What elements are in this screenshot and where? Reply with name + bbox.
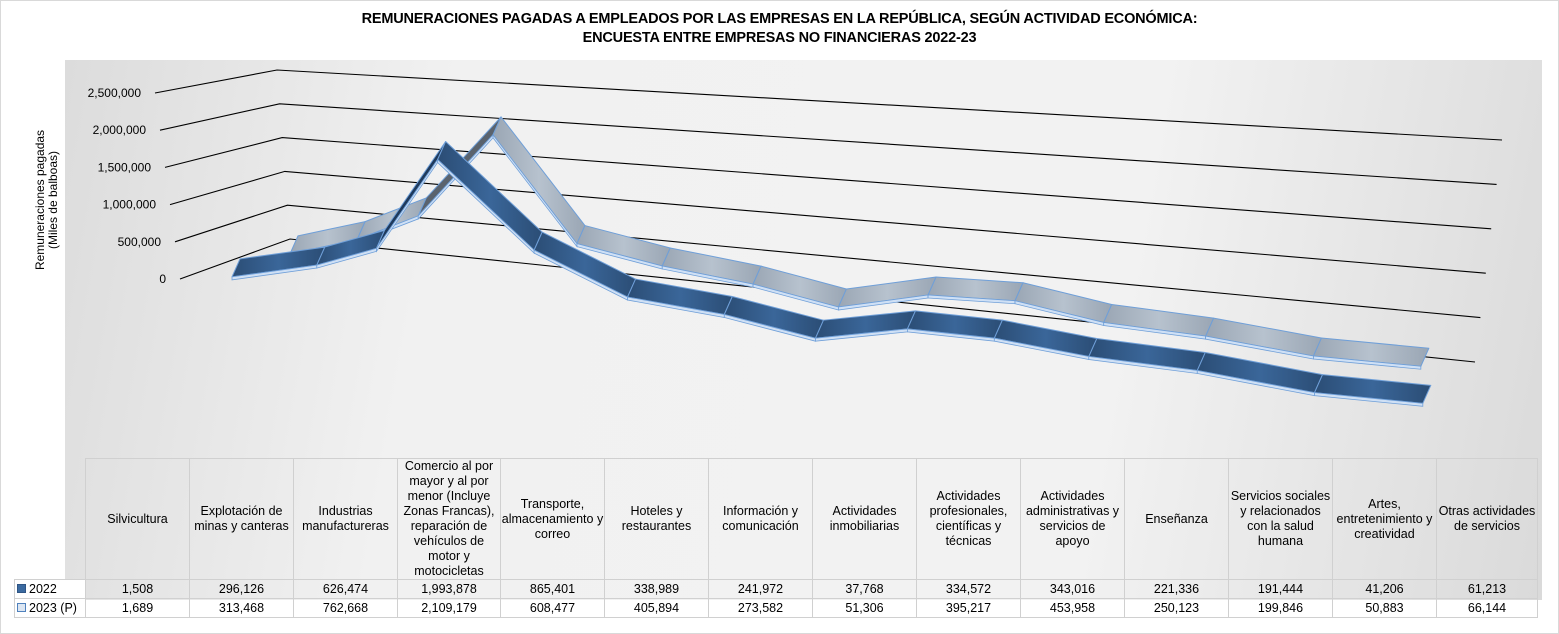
y-tick-label: 2,500,000 <box>88 86 142 100</box>
series-2022-segment-edge <box>437 158 535 255</box>
data-value: 865,401 <box>500 579 605 599</box>
data-value: 37,768 <box>812 579 917 599</box>
category-label: Otras actividades de servicios <box>1436 458 1538 580</box>
legend-swatch-icon <box>17 583 26 593</box>
legend-entry: 2022 <box>14 579 86 599</box>
chart-title-line1: REMUNERACIONES PAGADAS A EMPLEADOS POR L… <box>361 11 1198 27</box>
data-value: 41,206 <box>1332 579 1437 599</box>
legend-label: 2023 (P) <box>29 600 77 615</box>
series-2022-segment-edge <box>1314 392 1424 407</box>
data-value: 453,958 <box>1020 598 1125 618</box>
data-value: 2,109,179 <box>397 598 501 618</box>
data-value: 51,306 <box>812 598 917 618</box>
data-value: 1,993,878 <box>397 579 501 599</box>
series-2022-ribbon <box>231 141 1432 407</box>
series-2023-segment <box>1014 282 1113 323</box>
series-2022-segment <box>723 295 824 339</box>
data-value: 61,213 <box>1436 579 1538 599</box>
category-label: Artes, entretenimiento y creatividad <box>1332 458 1437 580</box>
data-value: 338,989 <box>604 579 709 599</box>
category-label: Información y comunicación <box>708 458 813 580</box>
data-value: 762,668 <box>293 598 398 618</box>
category-label: Actividades inmobiliarias <box>812 458 917 580</box>
data-value: 241,972 <box>708 579 813 599</box>
data-value: 395,217 <box>916 598 1021 618</box>
category-label: Servicios sociales y relacionados con la… <box>1228 458 1333 580</box>
data-value: 191,444 <box>1228 579 1333 599</box>
series-2023-segment-edge <box>1313 355 1422 370</box>
data-value: 199,846 <box>1228 598 1333 618</box>
series-2023-segment <box>1205 317 1322 357</box>
category-label: Industrias manufactureras <box>293 458 398 580</box>
table-corner <box>14 458 86 580</box>
table-row: 2022 1,508 296,126 626,474 1,993,878 865,401 3… <box>14 579 1538 599</box>
y-tick-label: 1,000,000 <box>103 198 157 212</box>
data-value: 626,474 <box>293 579 398 599</box>
data-value: 608,477 <box>500 598 605 618</box>
data-value: 334,572 <box>916 579 1021 599</box>
data-value: 66,144 <box>1436 598 1538 618</box>
chart-title: REMUNERACIONES PAGADAS A EMPLEADOS POR L… <box>0 10 1559 48</box>
data-value: 50,883 <box>1332 598 1437 618</box>
data-value: 343,016 <box>1020 579 1125 599</box>
category-label: Actividades administrativas y servicios … <box>1020 458 1125 580</box>
y-tick-label: 2,000,000 <box>93 123 147 137</box>
category-label: Enseñanza <box>1124 458 1229 580</box>
legend-swatch-icon <box>17 602 26 612</box>
category-label: Silvicultura <box>85 458 190 580</box>
legend-label: 2022 <box>29 581 57 596</box>
data-value: 221,336 <box>1124 579 1229 599</box>
y-axis-ticks: 0 500,000 1,000,000 1,500,000 2,000,000 2,500… <box>88 86 167 286</box>
table-header-row: Silvicultura Explotación de minas y cante… <box>14 458 1538 580</box>
gridline <box>169 170 1486 274</box>
gridline <box>179 238 1476 363</box>
series-2022-segment <box>1196 351 1323 394</box>
series-2023-segment <box>752 265 847 308</box>
y-tick-label: 500,000 <box>118 235 162 249</box>
data-value: 250,123 <box>1124 598 1229 618</box>
gridline <box>164 137 1492 230</box>
data-value: 273,582 <box>708 598 813 618</box>
data-value: 1,508 <box>85 579 190 599</box>
category-label: Comercio al por mayor y al por menor (In… <box>397 458 501 580</box>
gridline <box>159 103 1497 185</box>
table-row: 2023 (P) 1,689 313,468 762,668 2,109,179 608,… <box>14 598 1538 618</box>
gridline <box>154 69 1503 141</box>
data-value: 296,126 <box>189 579 294 599</box>
data-value: 1,689 <box>85 598 190 618</box>
y-tick-label: 1,500,000 <box>98 160 152 174</box>
legend-entry: 2023 (P) <box>14 598 86 618</box>
gridline <box>174 204 1481 319</box>
gridlines <box>154 69 1503 363</box>
category-label: Hoteles y restaurantes <box>604 458 709 580</box>
category-label: Transporte, almacenamiento y correo <box>500 458 605 580</box>
y-tick-label: 0 <box>159 272 166 286</box>
category-label: Explotación de minas y canteras <box>189 458 294 580</box>
data-table: Silvicultura Explotación de minas y cante… <box>14 458 1538 618</box>
data-value: 405,894 <box>604 598 709 618</box>
chart-title-line2: ENCUESTA ENTRE EMPRESAS NO FINANCIERAS 2… <box>582 30 977 46</box>
data-value: 313,468 <box>189 598 294 618</box>
category-label: Actividades profesionales, científicas y… <box>916 458 1021 580</box>
